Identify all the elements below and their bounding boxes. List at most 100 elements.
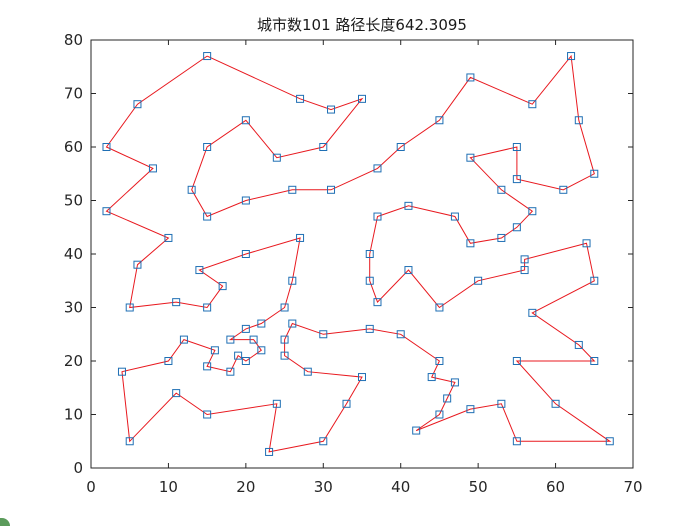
city-marker xyxy=(327,185,336,194)
city-marker xyxy=(567,52,576,61)
city-marker xyxy=(280,351,289,360)
city-marker xyxy=(450,212,459,221)
city-marker xyxy=(148,164,157,173)
city-marker xyxy=(520,255,529,264)
city-marker xyxy=(179,335,188,344)
y-tick-label: 70 xyxy=(64,85,83,103)
city-marker xyxy=(396,143,405,151)
city-marker xyxy=(319,437,328,446)
city-marker xyxy=(559,185,568,194)
city-marker xyxy=(203,52,212,61)
city-marker xyxy=(365,276,374,285)
city-marker xyxy=(203,143,212,151)
city-marker xyxy=(590,276,599,285)
city-marker xyxy=(288,185,297,194)
city-marker xyxy=(404,201,413,210)
x-tick-label: 40 xyxy=(391,478,410,496)
city-marker xyxy=(172,298,181,307)
x-tick-label: 0 xyxy=(86,478,96,496)
city-marker xyxy=(296,94,305,103)
city-marker xyxy=(551,399,560,408)
city-marker xyxy=(396,330,405,339)
city-marker xyxy=(590,357,599,365)
city-marker xyxy=(319,330,328,339)
city-marker xyxy=(574,116,583,125)
city-marker xyxy=(241,196,250,205)
city-marker xyxy=(265,447,274,456)
city-marker xyxy=(102,143,111,151)
city-marker xyxy=(512,437,521,446)
city-marker xyxy=(373,164,382,173)
city-marker xyxy=(257,319,266,328)
y-tick-label: 40 xyxy=(64,245,83,263)
city-marker xyxy=(272,399,281,408)
city-marker xyxy=(241,116,250,125)
x-tick-label: 50 xyxy=(469,478,488,496)
y-tick-label: 30 xyxy=(64,299,83,317)
city-marker xyxy=(288,276,297,285)
city-marker xyxy=(358,94,366,103)
y-tick-label: 20 xyxy=(64,352,83,370)
city-marker xyxy=(373,298,382,307)
city-marker xyxy=(528,308,537,317)
city-marker xyxy=(443,394,452,403)
route-path xyxy=(105,54,612,453)
city-marker xyxy=(195,266,204,275)
city-marker xyxy=(466,73,475,82)
city-marker xyxy=(257,346,266,355)
city-marker xyxy=(187,185,196,194)
city-marker xyxy=(450,378,459,387)
city-marker xyxy=(280,335,289,344)
city-marker xyxy=(497,233,506,242)
city-marker xyxy=(226,335,235,344)
axis-ticks: 0 10 20 30 40 50 60 70 0 10 20 30 40 50 60 70 80 xyxy=(64,31,643,496)
city-marker xyxy=(528,100,537,109)
city-marker xyxy=(203,362,212,371)
city-marker xyxy=(272,153,281,162)
city-marker xyxy=(435,116,444,125)
y-tick-label: 60 xyxy=(64,138,83,156)
city-marker xyxy=(210,346,219,355)
city-marker xyxy=(528,207,537,216)
city-marker xyxy=(466,153,475,162)
city-marker xyxy=(241,250,250,258)
x-tick-label: 70 xyxy=(623,478,642,496)
city-marker xyxy=(512,143,521,151)
city-marker xyxy=(319,143,328,151)
city-marker xyxy=(435,410,444,419)
y-tick-label: 80 xyxy=(64,31,83,49)
y-tick-label: 50 xyxy=(64,192,83,210)
city-marker xyxy=(303,367,312,376)
y-tick-label: 0 xyxy=(73,459,83,477)
city-marker xyxy=(172,389,181,398)
city-marker xyxy=(590,169,599,178)
city-marker xyxy=(466,239,475,248)
city-marker xyxy=(241,324,250,333)
city-marker xyxy=(466,405,475,414)
plot-area-frame xyxy=(90,39,634,469)
city-marker xyxy=(249,335,258,344)
city-marker xyxy=(102,207,111,216)
x-tick-label: 20 xyxy=(236,478,255,496)
city-marker xyxy=(412,426,421,435)
city-marker xyxy=(288,319,297,328)
city-marker xyxy=(203,410,212,419)
city-marker xyxy=(133,260,142,269)
city-marker xyxy=(365,250,374,258)
city-marker xyxy=(582,239,591,248)
city-marker xyxy=(512,223,521,232)
city-marker xyxy=(164,233,173,242)
city-marker xyxy=(427,373,436,382)
city-marker xyxy=(358,373,366,382)
city-marker xyxy=(218,282,227,291)
city-marker xyxy=(234,351,243,360)
city-marker xyxy=(203,212,212,221)
city-marker xyxy=(164,357,173,365)
x-tick-label: 30 xyxy=(314,478,333,496)
city-marker xyxy=(203,303,212,312)
city-marker xyxy=(280,303,289,312)
city-marker xyxy=(512,175,521,184)
city-marker xyxy=(435,357,444,365)
city-marker xyxy=(125,437,134,446)
